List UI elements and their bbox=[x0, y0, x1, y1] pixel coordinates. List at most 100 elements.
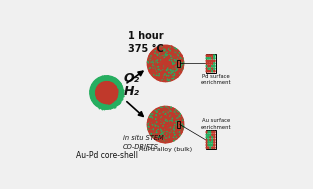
Point bbox=[99, 84, 104, 87]
Point bbox=[165, 122, 170, 125]
Point bbox=[150, 131, 155, 134]
Point bbox=[105, 105, 110, 108]
Point bbox=[159, 139, 164, 143]
Point bbox=[107, 100, 112, 103]
Point bbox=[165, 79, 170, 82]
Point bbox=[93, 87, 98, 90]
Point bbox=[118, 97, 123, 100]
Point bbox=[163, 74, 168, 77]
Point bbox=[179, 125, 184, 129]
Point bbox=[100, 80, 105, 83]
Point bbox=[163, 48, 168, 51]
Point bbox=[161, 106, 166, 109]
Point bbox=[172, 67, 177, 70]
Point bbox=[105, 97, 110, 100]
Point bbox=[175, 136, 180, 139]
Point bbox=[104, 82, 109, 85]
Point bbox=[161, 64, 166, 67]
Point bbox=[95, 96, 100, 99]
Point bbox=[163, 75, 168, 78]
Point bbox=[96, 79, 101, 82]
Point bbox=[91, 87, 96, 90]
Point bbox=[97, 106, 102, 109]
Point bbox=[158, 51, 163, 54]
Point bbox=[165, 50, 170, 53]
Point bbox=[109, 95, 114, 98]
Point bbox=[90, 83, 95, 86]
Point bbox=[95, 92, 100, 95]
Point bbox=[102, 93, 107, 96]
Point bbox=[167, 136, 172, 139]
Point bbox=[150, 132, 155, 135]
Point bbox=[166, 141, 171, 144]
Point bbox=[152, 135, 157, 138]
Point bbox=[157, 67, 162, 70]
Point bbox=[180, 68, 185, 71]
Point bbox=[166, 62, 171, 65]
Point bbox=[156, 63, 161, 66]
Point bbox=[104, 100, 109, 103]
Point bbox=[161, 126, 166, 129]
Point bbox=[173, 55, 178, 58]
Point bbox=[180, 121, 185, 124]
Point bbox=[155, 69, 160, 72]
Point bbox=[156, 47, 161, 50]
Point bbox=[175, 126, 180, 129]
Point bbox=[93, 91, 98, 94]
Point bbox=[116, 96, 121, 99]
Circle shape bbox=[206, 57, 208, 59]
Point bbox=[98, 100, 103, 103]
Point bbox=[153, 109, 158, 112]
Point bbox=[101, 83, 106, 86]
Point bbox=[149, 60, 154, 63]
Point bbox=[104, 103, 109, 106]
Point bbox=[166, 72, 171, 75]
Point bbox=[160, 112, 165, 115]
Point bbox=[174, 69, 179, 72]
Point bbox=[155, 76, 160, 79]
Circle shape bbox=[212, 144, 213, 146]
Point bbox=[169, 73, 174, 76]
Point bbox=[158, 138, 163, 141]
Point bbox=[100, 106, 105, 109]
Point bbox=[170, 119, 175, 122]
Point bbox=[150, 121, 155, 124]
Point bbox=[170, 73, 175, 76]
Point bbox=[164, 79, 169, 82]
Point bbox=[178, 124, 183, 127]
Point bbox=[167, 76, 172, 79]
Point bbox=[164, 115, 169, 119]
Point bbox=[99, 82, 104, 85]
Point bbox=[172, 73, 177, 76]
Point bbox=[103, 87, 108, 90]
Point bbox=[162, 131, 167, 134]
Point bbox=[164, 113, 169, 116]
Point bbox=[176, 67, 181, 70]
Point bbox=[109, 77, 114, 81]
Point bbox=[178, 113, 183, 116]
Point bbox=[93, 90, 98, 93]
Point bbox=[118, 92, 123, 95]
Point bbox=[170, 63, 175, 66]
Point bbox=[168, 71, 173, 74]
Point bbox=[177, 129, 182, 132]
Point bbox=[161, 75, 166, 78]
Point bbox=[93, 80, 98, 83]
Point bbox=[107, 79, 112, 82]
Bar bbox=[206, 130, 216, 149]
Point bbox=[165, 132, 170, 135]
Point bbox=[161, 76, 166, 79]
Point bbox=[161, 62, 166, 65]
Point bbox=[172, 59, 177, 62]
Point bbox=[162, 65, 167, 68]
Point bbox=[161, 53, 166, 56]
Point bbox=[176, 61, 181, 64]
Point bbox=[100, 88, 105, 91]
Point bbox=[175, 50, 180, 53]
Point bbox=[110, 94, 115, 97]
Point bbox=[148, 58, 153, 61]
Point bbox=[165, 60, 170, 63]
Point bbox=[170, 57, 175, 60]
Point bbox=[176, 74, 181, 77]
Point bbox=[163, 127, 168, 130]
